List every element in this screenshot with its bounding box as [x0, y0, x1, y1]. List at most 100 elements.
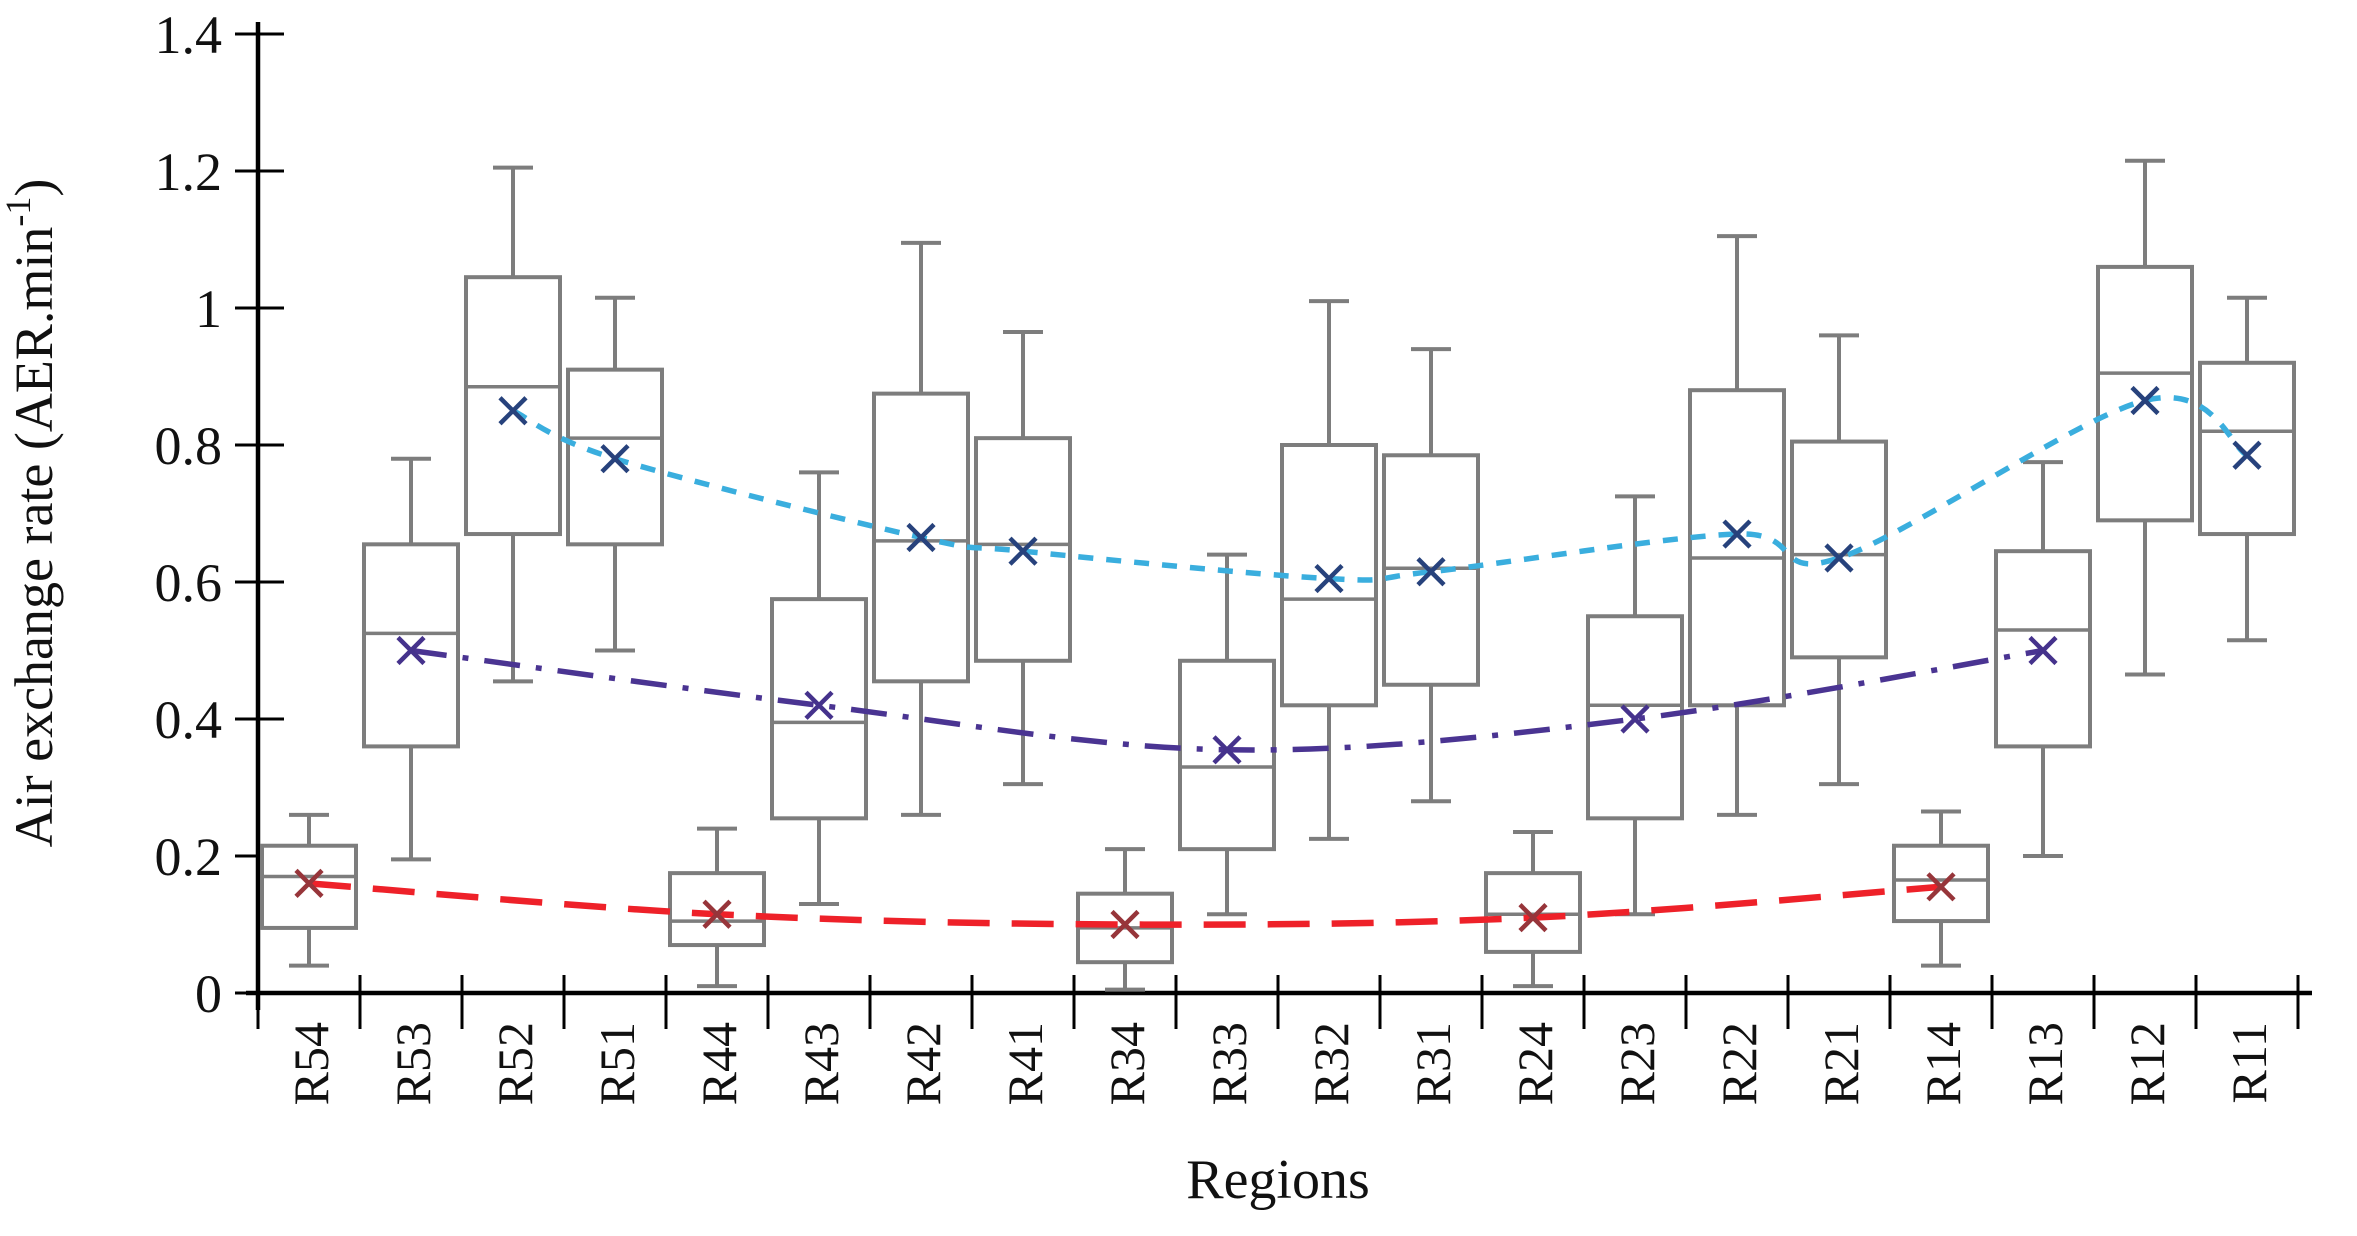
- box-R32: [1280, 299, 1378, 841]
- mean-x-marker-R42: [906, 522, 936, 553]
- y-tick-label: 1.4: [155, 5, 223, 65]
- box-R12: [2096, 158, 2194, 677]
- box-R34: [1076, 847, 1174, 992]
- trend-zone-4-path: [308, 880, 1942, 928]
- trend-zones-1-2-path: [511, 395, 2249, 583]
- x-category-label-R42: R42: [895, 1022, 951, 1105]
- iqr-box: [1892, 843, 1990, 924]
- iqr-box: [1178, 658, 1276, 852]
- x-stroke-2: [1314, 563, 1344, 594]
- y-tick-label: 0.8: [155, 416, 223, 476]
- x-stroke-2: [1926, 872, 1956, 902]
- x-stroke-2: [1722, 519, 1752, 549]
- iqr-box: [668, 871, 766, 948]
- mean-x-marker-R24: [1518, 903, 1548, 933]
- x-stroke-2: [1518, 903, 1548, 933]
- x-stroke-2: [600, 444, 630, 474]
- box-R33: [1178, 552, 1276, 917]
- box-R24: [1484, 830, 1582, 989]
- y-tick-label: 1.2: [155, 142, 223, 202]
- mean-x-marker-R43: [804, 690, 834, 720]
- x-category-label-R24: R24: [1507, 1022, 1563, 1105]
- x-category-label-R44: R44: [691, 1022, 747, 1105]
- x-stroke-2: [1824, 543, 1854, 573]
- x-category-label-R54: R54: [283, 1022, 339, 1105]
- mean-x-marker-R54: [294, 868, 324, 898]
- x-category-label-R33: R33: [1201, 1022, 1257, 1105]
- iqr-box: [974, 436, 1072, 663]
- x-category-label-R52: R52: [487, 1022, 543, 1105]
- x-stroke-2: [2028, 635, 2058, 666]
- mean-x-marker-R11: [2232, 440, 2262, 470]
- mean-x-marker-R22: [1722, 519, 1752, 549]
- mean-x-marker-R33: [1212, 735, 1242, 765]
- box-R52: [464, 165, 562, 684]
- box-R11: [2198, 295, 2296, 643]
- x-stroke-2: [294, 868, 324, 898]
- x-stroke-2: [396, 635, 426, 666]
- x-category-label-R31: R31: [1405, 1022, 1461, 1105]
- x-category-label-R51: R51: [589, 1022, 645, 1105]
- box-R44: [668, 826, 766, 989]
- iqr-box: [770, 597, 868, 821]
- box-R23: [1586, 494, 1684, 917]
- x-category-label-R32: R32: [1303, 1022, 1359, 1105]
- box-series: [260, 158, 2296, 992]
- mean-x-marker-R34: [1110, 909, 1140, 940]
- mean-x-marker-R21: [1824, 543, 1854, 573]
- x-stroke-2: [1620, 704, 1650, 734]
- x-stroke-2: [1110, 909, 1140, 940]
- y-tick-label: 1: [195, 279, 222, 339]
- x-stroke-2: [498, 396, 528, 426]
- iqr-box: [1280, 443, 1378, 708]
- x-axis-title: Regions: [1186, 1149, 1370, 1211]
- mean-markers: [294, 385, 2262, 940]
- mean-x-marker-R12: [2130, 385, 2160, 416]
- x-category-label-R11: R11: [2221, 1022, 2277, 1104]
- x-stroke-2: [2232, 440, 2262, 470]
- y-tick-label: 0.6: [155, 553, 223, 613]
- x-category-label-R23: R23: [1609, 1022, 1665, 1105]
- x-stroke-2: [804, 690, 834, 720]
- x-category-label-R14: R14: [1915, 1022, 1971, 1105]
- box-R14: [1892, 809, 1990, 968]
- mean-x-marker-R14: [1926, 872, 1956, 902]
- x-category-label-R22: R22: [1711, 1022, 1767, 1105]
- iqr-box: [1688, 388, 1786, 708]
- mean-x-marker-R53: [396, 635, 426, 666]
- x-stroke-2: [1008, 536, 1038, 566]
- x-category-label-R12: R12: [2119, 1022, 2175, 1105]
- x-stroke-2: [906, 522, 936, 553]
- iqr-box: [1790, 439, 1888, 660]
- x-category-label-R53: R53: [385, 1022, 441, 1105]
- x-category-label-R21: R21: [1813, 1022, 1869, 1105]
- box-R41: [974, 329, 1072, 787]
- mean-x-marker-R51: [600, 444, 630, 474]
- y-tick-label: 0.4: [155, 690, 223, 750]
- y-axis-title: Air exchange rate (AER.min-1): [0, 179, 64, 848]
- box-R22: [1688, 234, 1786, 817]
- mean-x-marker-R31: [1416, 557, 1446, 587]
- iqr-box: [2096, 264, 2194, 523]
- mean-x-marker-R52: [498, 396, 528, 426]
- x-stroke-2: [1212, 735, 1242, 765]
- box-R51: [566, 295, 664, 653]
- mean-x-marker-R13: [2028, 635, 2058, 666]
- x-category-label-R34: R34: [1099, 1022, 1155, 1105]
- iqr-box: [2198, 360, 2296, 537]
- iqr-box: [872, 391, 970, 684]
- x-stroke-2: [1416, 557, 1446, 587]
- axes: 0 0.2 0.4 0.6 0.8 1 1.2 1.4 R54 R53 R52 R51 R44 R43 R4…: [0, 5, 2312, 1211]
- y-tick-label: 0.2: [155, 827, 223, 887]
- box-R43: [770, 470, 868, 906]
- mean-x-marker-R23: [1620, 704, 1650, 734]
- box-R42: [872, 240, 970, 817]
- box-R53: [362, 456, 460, 862]
- x-category-label-R41: R41: [997, 1022, 1053, 1105]
- box-R54: [260, 812, 358, 968]
- iqr-box: [464, 275, 562, 537]
- x-stroke-2: [702, 899, 732, 929]
- x-stroke-2: [2130, 385, 2160, 416]
